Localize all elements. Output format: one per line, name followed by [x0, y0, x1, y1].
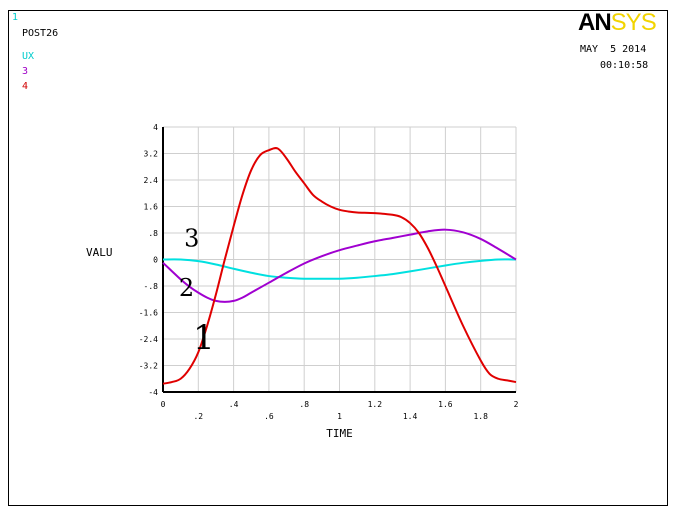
series-line-ux — [162, 258, 517, 280]
x-tick-label: 1.8 — [473, 412, 488, 421]
legend-item-ux: UX — [22, 51, 35, 62]
x-axis-label: TIME — [326, 427, 353, 440]
logo-text-sys: SYS — [610, 9, 657, 36]
x-tick-label: .4 — [229, 400, 239, 409]
y-tick-label: 2.4 — [144, 176, 159, 185]
curve-label-1: 1 — [193, 318, 215, 358]
y-tick-label: -1.6 — [139, 309, 158, 318]
window-number: 1 — [12, 12, 19, 23]
y-tick-label: 0 — [153, 256, 158, 265]
curve-label-3: 3 — [184, 224, 199, 252]
series-lines — [162, 147, 517, 385]
x-tick-labels: 0 .2 .4 .6 .8 1 1.2 1.4 1.6 1.8 2 — [161, 400, 519, 421]
chart-grid — [163, 126, 517, 392]
series-line-3 — [162, 228, 517, 303]
plot-frame — [8, 10, 668, 506]
legend-item-3: 3 — [22, 66, 29, 77]
y-tick-label: 3.2 — [144, 150, 159, 159]
x-tick-label: 1.2 — [368, 400, 383, 409]
legend-item-4: 4 — [22, 81, 29, 92]
y-tick-label: -3.2 — [139, 362, 158, 371]
logo-text-an: AN — [578, 9, 612, 36]
y-tick-label: -.8 — [144, 282, 159, 291]
y-tick-labels: -4 -3.2 -2.4 -1.6 -.8 0 .8 1.6 2.4 3.2 4 — [139, 123, 158, 397]
x-tick-label: 2 — [514, 400, 519, 409]
plot-date: MAY 5 2014 — [580, 44, 647, 55]
y-tick-label: 1.6 — [144, 203, 159, 212]
x-tick-label: 1.6 — [438, 400, 453, 409]
program-label: POST26 — [22, 28, 59, 39]
y-tick-label: .8 — [148, 229, 158, 238]
y-tick-label: -4 — [148, 388, 158, 397]
ansys-logo: ANSYS — [578, 9, 657, 36]
curve-annotations: 1 2 3 — [179, 224, 215, 358]
y-tick-label: -2.4 — [139, 335, 158, 344]
plot-time: 00:10:58 — [600, 60, 649, 71]
x-tick-label: .8 — [299, 400, 309, 409]
curve-label-2: 2 — [179, 274, 194, 302]
y-tick-label: 4 — [153, 123, 158, 132]
x-tick-label: 1 — [337, 412, 342, 421]
y-axis-label: VALU — [86, 246, 113, 259]
x-tick-label: 1.4 — [403, 412, 418, 421]
x-tick-label: 0 — [161, 400, 166, 409]
x-tick-label: .2 — [193, 412, 203, 421]
x-tick-label: .6 — [264, 412, 274, 421]
series-line-4 — [162, 147, 517, 385]
